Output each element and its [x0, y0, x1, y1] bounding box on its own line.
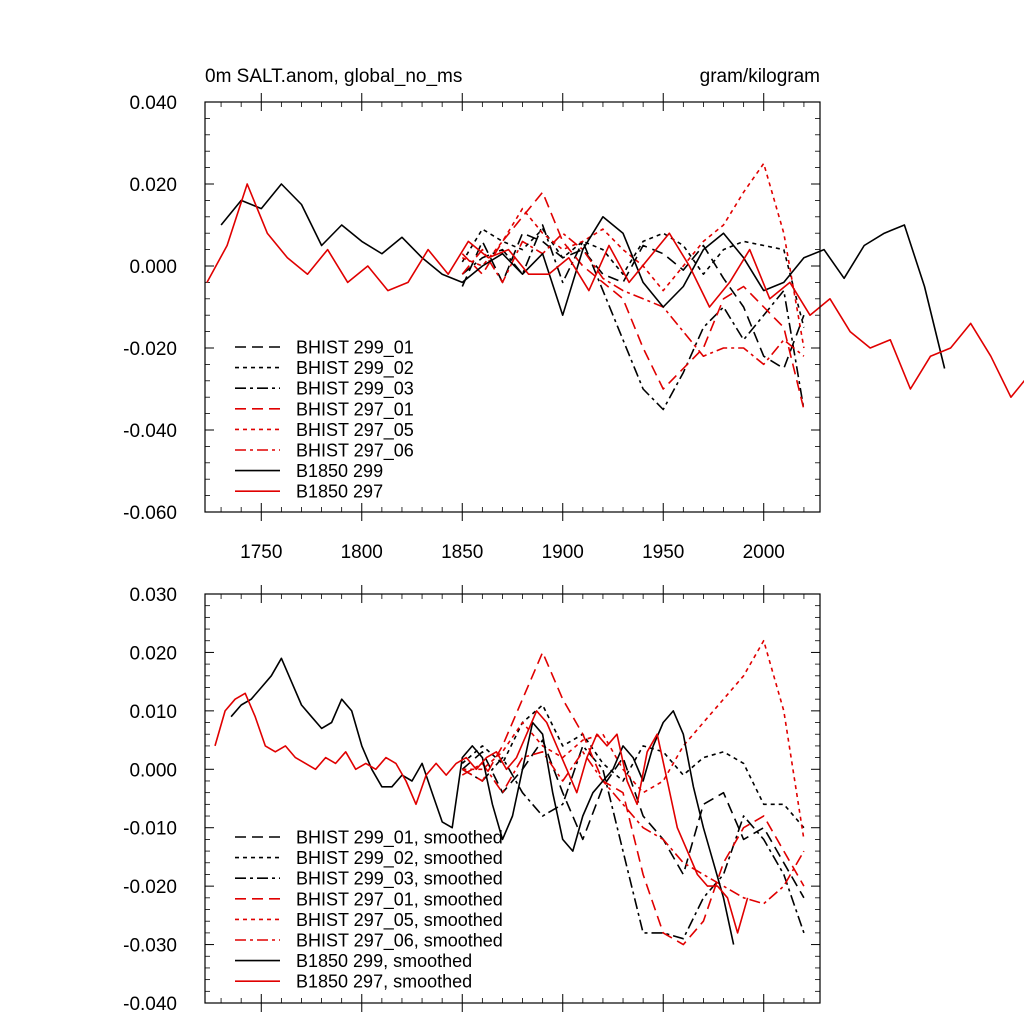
y-tick-label: -0.010	[123, 819, 177, 840]
series-line-0	[461, 232, 805, 370]
bottom-panel: -0.040 -0.030 -0.020 -0.010 0.000 0.010 0.020 0…	[123, 585, 821, 1015]
series-line-6	[230, 657, 735, 945]
y-tick-label: -0.030	[123, 936, 177, 957]
top-title-left: 0m SALT.anom, global_no_ms	[205, 66, 462, 87]
series-line-3	[461, 191, 805, 410]
series-line-5	[461, 750, 805, 905]
legend-label: BHIST 297_01	[296, 399, 414, 420]
top-plot-frame	[204, 101, 821, 513]
series-line-7	[206, 183, 1024, 399]
y-tick-label: -0.040	[123, 421, 177, 442]
legend-label: B1850 297, smoothed	[296, 972, 472, 992]
x-tick-label: 1850	[441, 542, 483, 563]
series-line-7	[214, 692, 749, 934]
series-line-2	[461, 745, 805, 940]
y-tick-label: 0.010	[129, 702, 177, 723]
y-tick-label: 0.000	[129, 257, 177, 278]
bottom-series-lines	[214, 639, 805, 946]
legend-label: B1850 297	[296, 482, 383, 502]
y-tick-label: 0.030	[129, 585, 177, 606]
top-title-right: gram/kilogram	[700, 66, 820, 87]
y-tick-label: -0.020	[123, 339, 177, 360]
x-tick-label: 2000	[743, 542, 785, 563]
series-line-1	[461, 704, 805, 829]
bottom-plot-frame	[204, 593, 821, 1004]
bottom-y-tick-labels: -0.040 -0.030 -0.020 -0.010 0.000 0.010 0.020 0…	[123, 585, 177, 1015]
legend-label: B1850 299	[296, 461, 383, 481]
y-tick-label: 0.000	[129, 760, 177, 781]
series-line-5	[461, 232, 805, 366]
y-tick-label: -0.060	[123, 503, 177, 524]
series-line-1	[461, 228, 805, 328]
x-tick-label: 1750	[240, 542, 282, 563]
series-line-2	[461, 224, 805, 411]
x-tick-label: 1800	[341, 542, 383, 563]
legend-label: BHIST 299_01	[296, 338, 414, 359]
series-line-4	[462, 639, 805, 840]
legend-label: BHIST 297_05	[296, 420, 414, 441]
legend-label: BHIST 297_06	[296, 441, 414, 462]
top-x-tick-labels: 1750 1800 1850 1900 1950 2000	[240, 542, 785, 563]
legend-label: BHIST 299_02	[296, 358, 414, 379]
legend-label: B1850 299, smoothed	[296, 951, 472, 971]
series-line-0	[461, 739, 805, 899]
top-y-tick-labels: -0.060 -0.040 -0.020 0.000 0.020 0.040	[123, 93, 177, 524]
x-tick-label: 1900	[542, 542, 584, 563]
series-line-3	[461, 651, 805, 946]
legend-label: BHIST 299_03, smoothed	[296, 869, 503, 890]
top-panel: 0m SALT.anom, global_no_ms gram/kilogram…	[123, 66, 1024, 563]
series-line-6	[220, 183, 946, 369]
legend-label: BHIST 299_02, smoothed	[296, 848, 503, 869]
y-tick-label: -0.020	[123, 877, 177, 898]
legend-label: BHIST 299_03	[296, 379, 414, 400]
top-series-lines	[206, 162, 1024, 411]
y-tick-label: -0.040	[123, 994, 177, 1015]
legend-label: BHIST 297_01, smoothed	[296, 889, 503, 910]
y-tick-label: 0.040	[129, 93, 177, 114]
legend-label: BHIST 299_01, smoothed	[296, 828, 503, 849]
legend-label: BHIST 297_06, smoothed	[296, 931, 503, 952]
y-tick-label: 0.020	[129, 643, 177, 664]
x-tick-label: 1950	[642, 542, 684, 563]
y-tick-label: 0.020	[129, 175, 177, 196]
legend-label: BHIST 297_05, smoothed	[296, 910, 503, 931]
